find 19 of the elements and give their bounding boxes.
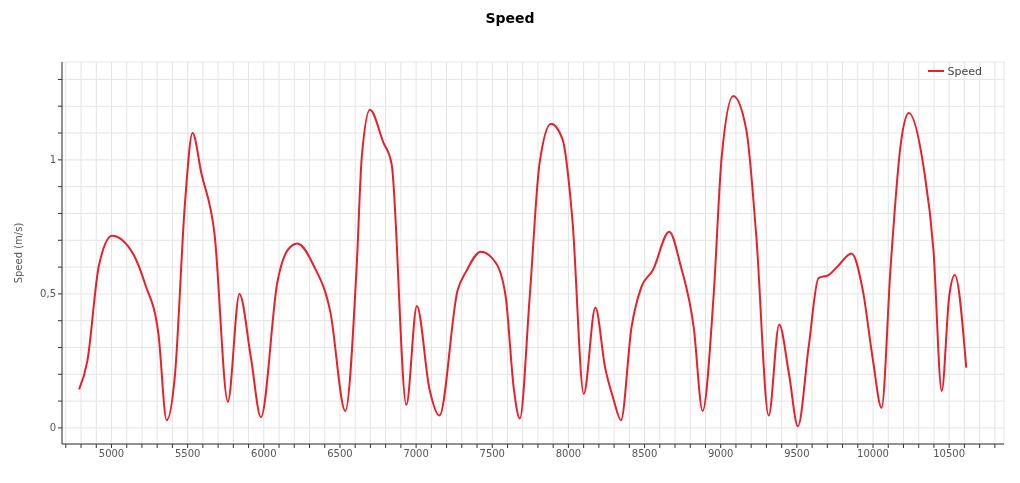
y-tick-label: 0,5 xyxy=(40,288,56,300)
y-tick-label: 0 xyxy=(49,422,56,434)
legend-label: Speed xyxy=(947,65,982,78)
x-tick-label: 7500 xyxy=(479,448,505,460)
line-series xyxy=(78,95,968,428)
x-tick-label: 8500 xyxy=(631,448,658,460)
y-axis-title: Speed (m/s) xyxy=(12,222,24,284)
x-tick-label: 5500 xyxy=(174,448,201,460)
x-tick-label: 5000 xyxy=(98,448,125,460)
x-tick-label: 7000 xyxy=(403,448,429,460)
x-tick-label: 10000 xyxy=(857,448,889,460)
x-tick-label: 8000 xyxy=(555,448,582,460)
x-tick-label: 6000 xyxy=(251,448,277,460)
x-tick-label: 6500 xyxy=(327,448,353,460)
y-tick-label: 1 xyxy=(49,154,56,166)
x-tick-label: 10500 xyxy=(933,448,966,460)
x-tick-label: 9500 xyxy=(784,448,810,460)
x-tick-label: 9000 xyxy=(707,448,734,460)
chart-title: Speed xyxy=(484,10,536,26)
